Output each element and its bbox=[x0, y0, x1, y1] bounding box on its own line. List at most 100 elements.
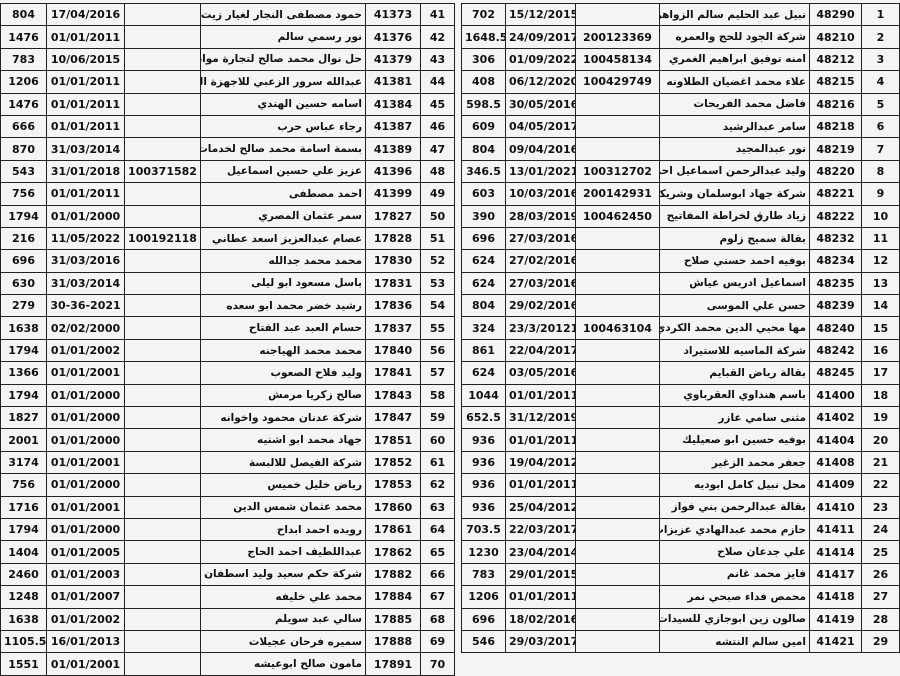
date: 29/02/2016 bbox=[505, 294, 576, 318]
name: جعفر محمد الزغير bbox=[659, 450, 810, 475]
name: علاء محمد اغضيان الطلاونه bbox=[659, 70, 810, 94]
name: محمد عثمان شمس الدين bbox=[200, 495, 366, 519]
account-number: 17852 bbox=[365, 450, 421, 475]
account-number: 41396 bbox=[365, 159, 421, 184]
date: 13/01/2021 bbox=[505, 159, 576, 184]
amount: 2460 bbox=[0, 562, 47, 587]
amount: 804 bbox=[0, 2, 47, 27]
date: 31/03/2014 bbox=[46, 271, 125, 296]
date: 01/01/2000 bbox=[46, 428, 125, 452]
id-number bbox=[575, 517, 660, 542]
id-number bbox=[575, 383, 660, 408]
id-number bbox=[575, 607, 660, 631]
account-number: 17882 bbox=[365, 562, 421, 587]
name: علي جدعان صلاح bbox=[659, 540, 810, 564]
table-row: 306 01/09/2022 100458134 امنه توفيق ابراهيم… bbox=[461, 47, 900, 72]
id-number bbox=[124, 585, 201, 609]
table-row: 696 18/02/2016 صالون زين ابوجازي للسيدات 41… bbox=[461, 607, 900, 631]
table-row: 783 10/06/2015 حل نوال محمد صالح لتجارة مو… bbox=[0, 47, 455, 72]
id-number: 100312702 bbox=[575, 159, 660, 184]
amount: 1794 bbox=[0, 517, 47, 542]
name: عزيز علي حسين اسماعيل bbox=[200, 159, 366, 184]
name: نور رسمي سالم bbox=[200, 25, 366, 49]
id-number bbox=[575, 473, 660, 497]
table-row: 1206 01/01/2011 عبدالله سرور الزعبي للاجهز… bbox=[0, 70, 455, 94]
amount: 936 bbox=[461, 428, 506, 452]
date: 02/02/2000 bbox=[46, 316, 125, 340]
date: 28/03/2019 bbox=[505, 204, 576, 228]
row-number: 12 bbox=[861, 249, 900, 273]
name: احمد مصطفى bbox=[200, 182, 366, 206]
table-row: 804 29/02/2016 حسن علي الموسى 48239 14 bbox=[461, 294, 900, 318]
table-row: 783 29/01/2015 فايز محمد غانم 41417 26 bbox=[461, 562, 900, 587]
amount: 324 bbox=[461, 316, 506, 340]
amount: 666 bbox=[0, 114, 47, 139]
table-row: 703.5 22/03/2017 حازم محمد عبدالهادي عزيزا… bbox=[461, 517, 900, 542]
id-number bbox=[575, 114, 660, 139]
table-row: 696 31/03/2016 محمد محمد جدالله 17830 52 bbox=[0, 249, 455, 273]
account-number: 17843 bbox=[365, 383, 421, 408]
name: نبيل عبد الحليم سالم الزواهره bbox=[659, 2, 810, 27]
table-row: 624 03/05/2016 بقالة رياض القبايم 48245 17 bbox=[461, 361, 900, 385]
id-number bbox=[575, 2, 660, 27]
account-number: 41410 bbox=[809, 495, 862, 519]
amount: 1404 bbox=[0, 540, 47, 564]
amount: 870 bbox=[0, 137, 47, 161]
name: مامون صالح ابوعيشه bbox=[200, 652, 366, 676]
amount: 756 bbox=[0, 473, 47, 497]
table-row: 936 01/01/2011 محل نبيل كامل ابوديه 41409 22 bbox=[461, 473, 900, 497]
account-number: 41404 bbox=[809, 428, 862, 452]
row-number: 58 bbox=[420, 383, 455, 408]
row-number: 42 bbox=[420, 25, 455, 49]
name: حمود مصطفى النجار لغيار زيت السيارات bbox=[200, 2, 366, 27]
row-number: 6 bbox=[861, 114, 900, 139]
account-number: 17840 bbox=[365, 338, 421, 363]
table-row: 2001 01/01/2000 جهاد محمد ابو اشنيه 17851 60 bbox=[0, 428, 455, 452]
amount: 1476 bbox=[0, 92, 47, 116]
amount: 1476 bbox=[0, 25, 47, 49]
table-row: 1794 01/01/2000 رويده احمد ابداح 17861 64 bbox=[0, 517, 455, 542]
account-number: 17841 bbox=[365, 361, 421, 385]
amount: 1794 bbox=[0, 204, 47, 228]
date: 01/01/2005 bbox=[46, 540, 125, 564]
id-number bbox=[124, 294, 201, 318]
date: 01/01/2011 bbox=[46, 92, 125, 116]
id-number: 100429749 bbox=[575, 70, 660, 94]
table-row: 1366 01/01/2001 وليد فلاح الصعوب 17841 57 bbox=[0, 361, 455, 385]
name: فايز محمد غانم bbox=[659, 562, 810, 587]
account-number: 17853 bbox=[365, 473, 421, 497]
amount: 624 bbox=[461, 249, 506, 273]
date: 27/03/2016 bbox=[505, 271, 576, 296]
row-number: 54 bbox=[420, 294, 455, 318]
name: سالي عبد سويلم bbox=[200, 607, 366, 631]
date: 17/04/2016 bbox=[46, 2, 125, 27]
row-number: 62 bbox=[420, 473, 455, 497]
name: رويده احمد ابداح bbox=[200, 517, 366, 542]
id-number bbox=[575, 271, 660, 296]
date: 11/05/2022 bbox=[46, 226, 125, 251]
account-number: 48222 bbox=[809, 204, 862, 228]
table-row: 598.5 30/05/2016 فاضل محمد الفريحات 48216 5 bbox=[461, 92, 900, 116]
date: 01/01/2011 bbox=[505, 473, 576, 497]
table-row: 936 25/04/2012 بقالة عبدالرحمن بني فواز 414… bbox=[461, 495, 900, 519]
amount: 1044 bbox=[461, 383, 506, 408]
date: 18/02/2016 bbox=[505, 607, 576, 631]
amount: 1716 bbox=[0, 495, 47, 519]
account-number: 41387 bbox=[365, 114, 421, 139]
table-row: 1716 01/01/2001 محمد عثمان شمس الدين 17860 6… bbox=[0, 495, 455, 519]
row-number: 10 bbox=[861, 204, 900, 228]
row-number: 55 bbox=[420, 316, 455, 340]
name: مها محيي الدين محمد الكردي bbox=[659, 316, 810, 340]
table-row: 936 01/01/2011 بوفيه حسين ابو صعيليك 41404 2… bbox=[461, 428, 900, 452]
date: 01/01/2001 bbox=[46, 361, 125, 385]
account-number: 48220 bbox=[809, 159, 862, 184]
id-number bbox=[124, 25, 201, 49]
id-number: 100463104 bbox=[575, 316, 660, 340]
row-number: 48 bbox=[420, 159, 455, 184]
account-number: 41379 bbox=[365, 47, 421, 72]
table-row: 1105.5 16/01/2013 سميره فرحان عجيلات 17888 6… bbox=[0, 629, 455, 654]
amount: 603 bbox=[461, 182, 506, 206]
date: 01/01/2000 bbox=[46, 517, 125, 542]
account-number: 48240 bbox=[809, 316, 862, 340]
date: 01/01/2000 bbox=[46, 204, 125, 228]
